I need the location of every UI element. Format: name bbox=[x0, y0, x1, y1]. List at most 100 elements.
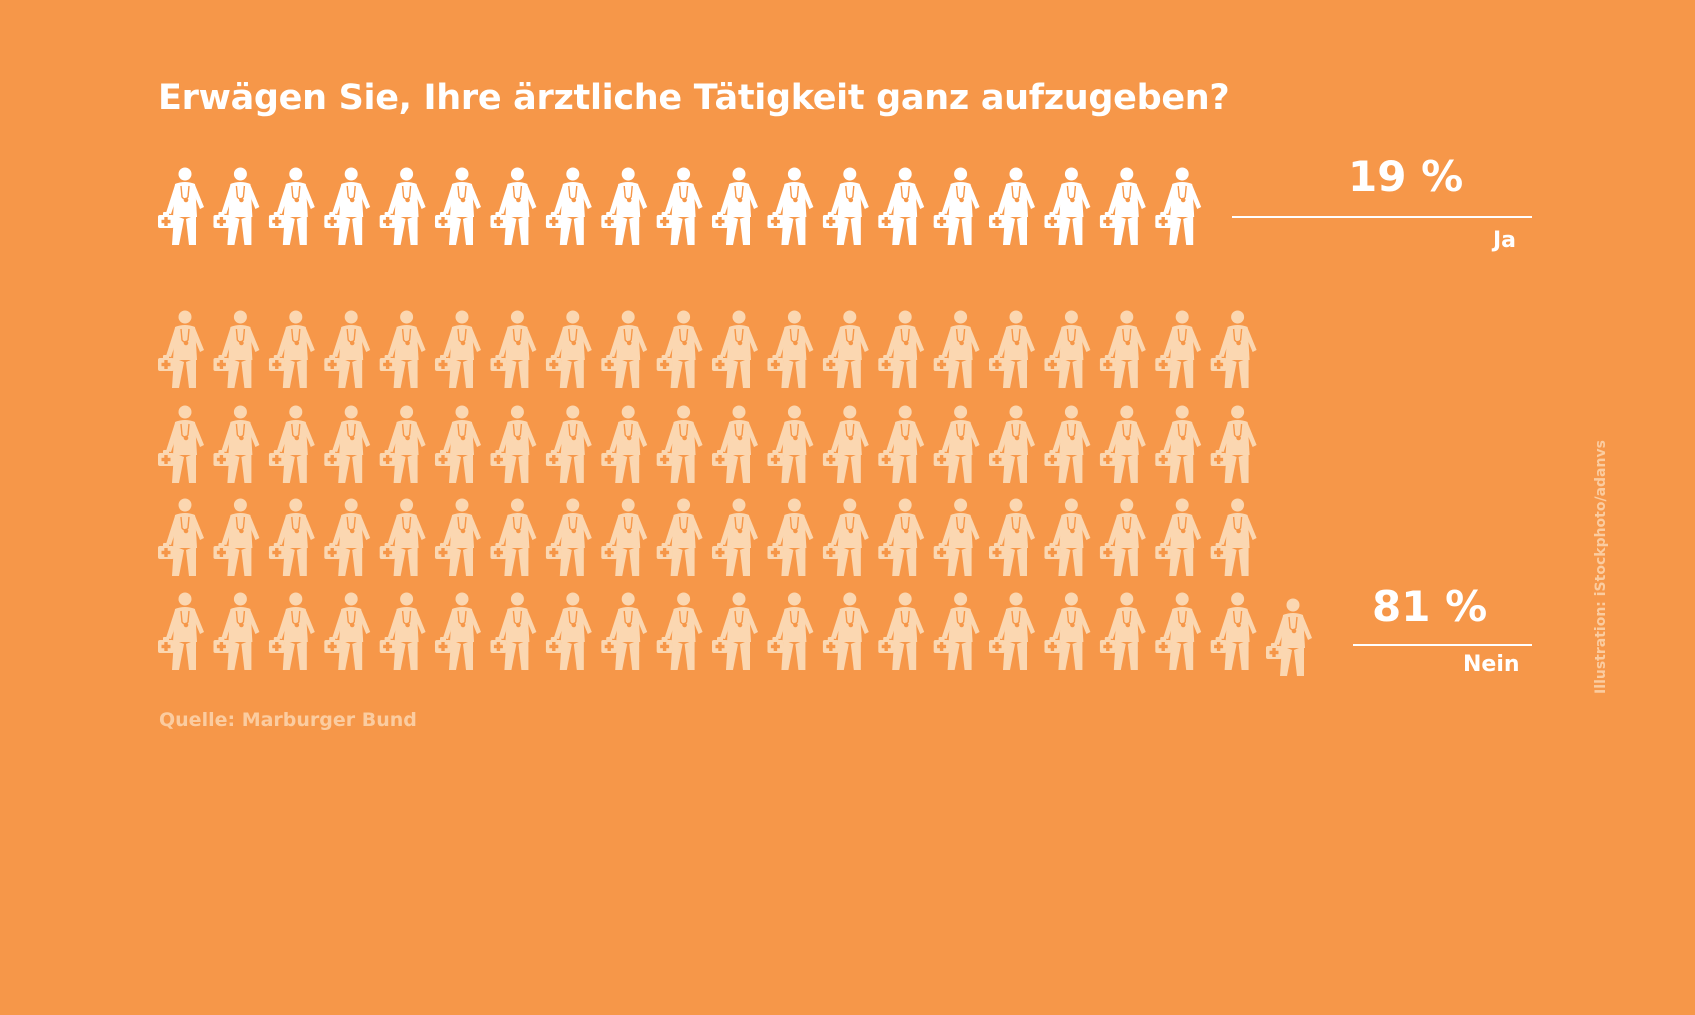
nein-doctor-icon bbox=[1210, 498, 1257, 576]
ja-doctor-icon bbox=[1099, 167, 1146, 245]
nein-doctor-icon bbox=[1155, 498, 1202, 576]
illustration-credit: Illustration: iStockphoto/adanvs bbox=[1593, 440, 1609, 694]
nein-doctor-icon bbox=[712, 592, 758, 670]
nein-doctor-icon bbox=[712, 405, 758, 483]
ja-doctor-icon bbox=[435, 167, 481, 245]
nein-doctor-icon bbox=[1044, 405, 1091, 483]
nein-doctor-icon bbox=[490, 498, 537, 576]
nein-doctor-icon bbox=[878, 405, 925, 483]
nein-doctor-icon bbox=[712, 310, 758, 388]
ja-doctor-icon bbox=[989, 167, 1035, 245]
ja-doctor-icon bbox=[878, 167, 925, 245]
nein-doctor-icon bbox=[213, 405, 260, 483]
ja-doctor-icon bbox=[933, 167, 980, 245]
nein-doctor-icon bbox=[545, 405, 592, 483]
nein-doctor-icon bbox=[324, 310, 371, 388]
nein-doctor-icon bbox=[435, 498, 481, 576]
nein-doctor-icon bbox=[878, 310, 925, 388]
nein-doctor-icon bbox=[1210, 405, 1257, 483]
ja-category-label: Ja bbox=[1493, 228, 1517, 253]
nein-doctor-icon bbox=[1210, 592, 1257, 670]
nein-doctor-icon bbox=[822, 405, 869, 483]
nein-doctor-icon bbox=[213, 498, 260, 576]
ja-doctor-icon bbox=[545, 167, 592, 245]
nein-doctor-icon bbox=[490, 592, 537, 670]
ja-divider-line bbox=[1232, 216, 1532, 218]
nein-doctor-icon bbox=[822, 310, 869, 388]
nein-doctor-icon bbox=[601, 405, 648, 483]
ja-doctor-icon bbox=[379, 167, 426, 245]
nein-doctor-icon bbox=[1099, 498, 1146, 576]
nein-doctor-icon bbox=[933, 592, 980, 670]
nein-doctor-icon bbox=[601, 498, 648, 576]
nein-percent-label: 81 % bbox=[1372, 582, 1488, 631]
ja-doctor-icon bbox=[1044, 167, 1091, 245]
nein-doctor-icon bbox=[379, 498, 426, 576]
ja-doctor-icon bbox=[324, 167, 371, 245]
ja-doctor-icon bbox=[213, 167, 260, 245]
ja-doctor-icon bbox=[822, 167, 869, 245]
nein-doctor-icon bbox=[158, 310, 204, 388]
nein-doctor-icon bbox=[1099, 405, 1146, 483]
nein-doctor-icon bbox=[158, 405, 204, 483]
nein-icon-group bbox=[158, 310, 1312, 676]
nein-doctor-icon bbox=[656, 405, 703, 483]
nein-doctor-icon bbox=[213, 592, 260, 670]
ja-doctor-icon bbox=[158, 167, 204, 245]
nein-doctor-icon bbox=[767, 498, 814, 576]
nein-doctor-icon bbox=[268, 592, 315, 670]
nein-doctor-icon bbox=[1099, 310, 1146, 388]
nein-doctor-icon bbox=[1044, 592, 1091, 670]
nein-doctor-icon bbox=[545, 592, 592, 670]
nein-doctor-icon bbox=[545, 498, 592, 576]
nein-doctor-icon bbox=[490, 310, 537, 388]
nein-doctor-icon bbox=[767, 405, 814, 483]
chart-title: Erwägen Sie, Ihre ärztliche Tätigkeit ga… bbox=[158, 78, 1230, 118]
nein-doctor-icon bbox=[158, 498, 204, 576]
nein-doctor-icon bbox=[324, 498, 371, 576]
nein-divider-line bbox=[1353, 644, 1532, 646]
ja-doctor-icon bbox=[656, 167, 703, 245]
nein-doctor-icon bbox=[933, 498, 980, 576]
ja-doctor-icon bbox=[268, 167, 315, 245]
ja-doctor-icon bbox=[767, 167, 814, 245]
nein-doctor-icon bbox=[1155, 592, 1202, 670]
ja-doctor-icon bbox=[601, 167, 648, 245]
nein-doctor-icon bbox=[545, 310, 592, 388]
nein-doctor-icon bbox=[379, 592, 426, 670]
nein-doctor-icon bbox=[490, 405, 537, 483]
nein-doctor-icon bbox=[656, 592, 703, 670]
nein-doctor-icon bbox=[324, 592, 371, 670]
nein-doctor-icon bbox=[1044, 498, 1091, 576]
nein-doctor-icon bbox=[878, 498, 925, 576]
nein-doctor-icon bbox=[158, 592, 204, 670]
nein-doctor-icon bbox=[379, 405, 426, 483]
nein-doctor-icon bbox=[878, 592, 925, 670]
nein-doctor-icon bbox=[989, 498, 1035, 576]
nein-doctor-icon bbox=[435, 592, 481, 670]
nein-doctor-icon bbox=[268, 405, 315, 483]
nein-doctor-icon bbox=[601, 310, 648, 388]
nein-doctor-icon bbox=[822, 498, 869, 576]
nein-doctor-icon bbox=[656, 498, 703, 576]
nein-doctor-icon bbox=[268, 310, 315, 388]
nein-doctor-icon bbox=[767, 592, 814, 670]
ja-percent-label: 19 % bbox=[1348, 152, 1464, 201]
nein-doctor-icon bbox=[767, 310, 814, 388]
nein-category-label: Nein bbox=[1463, 652, 1520, 677]
nein-doctor-icon bbox=[933, 405, 980, 483]
nein-doctor-icon bbox=[435, 405, 481, 483]
nein-doctor-icon bbox=[435, 310, 481, 388]
nein-doctor-icon bbox=[1099, 592, 1146, 670]
nein-doctor-icon bbox=[989, 405, 1035, 483]
nein-doctor-icon bbox=[1210, 310, 1257, 388]
ja-doctor-icon bbox=[1155, 167, 1202, 245]
ja-icon-group bbox=[158, 167, 1202, 245]
nein-doctor-icon bbox=[1155, 405, 1202, 483]
nein-doctor-icon bbox=[656, 310, 703, 388]
nein-doctor-icon bbox=[601, 592, 648, 670]
nein-doctor-icon bbox=[1266, 598, 1312, 676]
nein-doctor-icon bbox=[989, 310, 1035, 388]
nein-doctor-icon bbox=[379, 310, 426, 388]
